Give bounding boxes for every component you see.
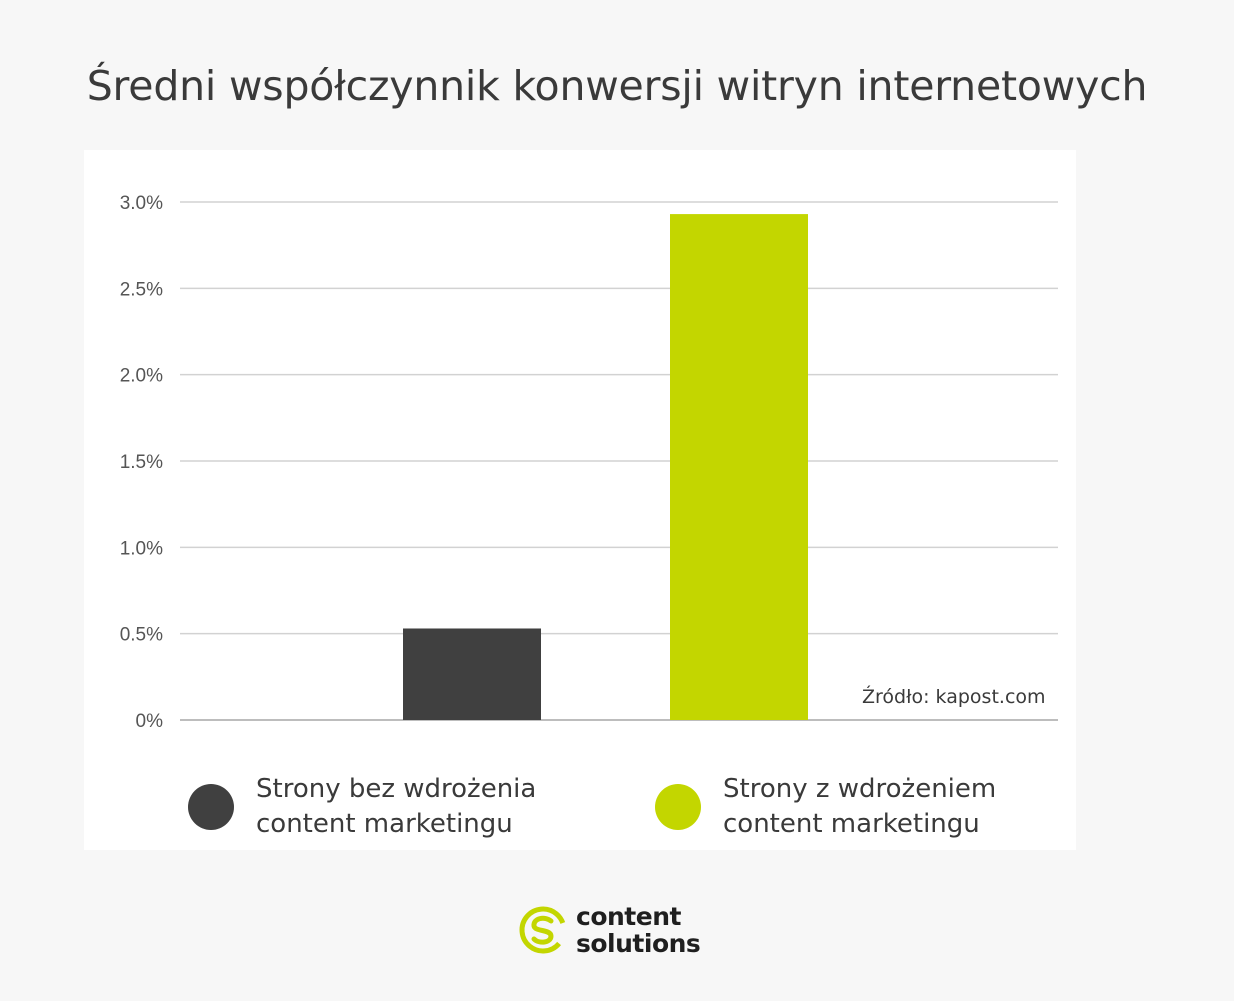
logo-line-1: content [576,902,681,931]
y-tick-label: 3.0% [120,193,163,214]
logo-wordmark: content solutions [576,902,701,958]
y-tick-label: 1.5% [120,452,163,473]
content-solutions-logo-icon [519,906,567,954]
y-tick-label: 0% [136,711,164,732]
source-note: Źródło: kapost.com [862,686,1046,708]
legend-swatch-green [655,784,701,830]
chart-title: Średni współczynnik konwersji witryn int… [86,62,1148,110]
bar-with-content-marketing [670,214,808,720]
y-tick-label: 2.0% [120,366,163,387]
legend-label: Strony bez wdrożenia content marketingu [256,774,537,839]
legend-label: Strony z wdrożeniem content marketingu [723,774,997,839]
content-solutions-logo: content solutions [518,902,701,958]
legend-swatch-dark [188,784,234,830]
legend-item-with-content-marketing: Strony z wdrożeniem content marketingu [655,772,996,842]
bar-without-content-marketing [403,628,541,720]
y-tick-label: 2.5% [120,279,163,300]
y-tick-label: 1.0% [120,538,163,559]
legend-item-without-content-marketing: Strony bez wdrożenia content marketingu [188,772,536,842]
logo-line-2: solutions [576,929,701,958]
chart-card [84,150,1076,850]
y-tick-label: 0.5% [120,625,163,646]
